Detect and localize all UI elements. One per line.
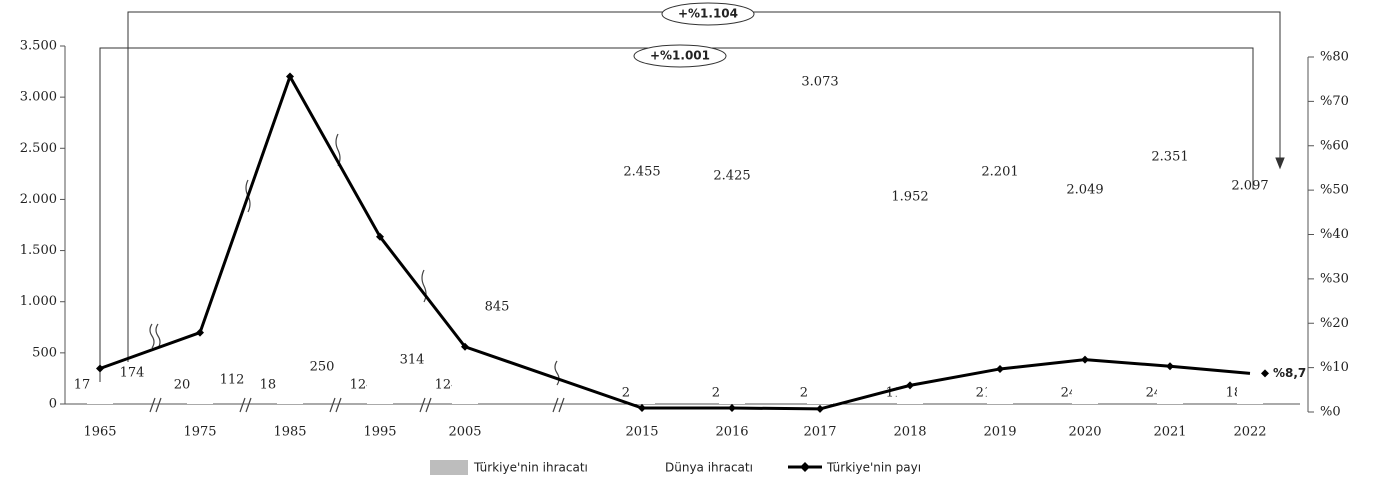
y2-tick-label: %0: [1320, 405, 1341, 420]
y-tick-label: 2.000: [20, 192, 57, 207]
x-break: [149, 397, 565, 413]
legend-swatch: [800, 462, 810, 472]
share-marker: [96, 364, 104, 373]
y-tick-label: 3.500: [20, 39, 57, 54]
legend-swatch: [430, 460, 468, 475]
y-tick-label: 3.000: [20, 90, 57, 105]
bar: [1072, 194, 1098, 404]
annotation-bubble: [661, 2, 755, 26]
share-marker: [196, 328, 204, 337]
data-label: 2.425: [713, 169, 750, 184]
x-tick-label: 1975: [183, 425, 216, 440]
bar: [367, 371, 393, 404]
annotation: +%1.001: [650, 49, 710, 63]
y2-tick-label: %40: [1320, 227, 1349, 242]
data-label: 2.049: [1066, 183, 1103, 198]
arrow-head: [1275, 157, 1285, 170]
line-break: [149, 133, 560, 386]
x-tick-label: 2020: [1068, 425, 1101, 440]
data-label: 17: [74, 378, 91, 393]
data-label: 2.351: [1151, 150, 1188, 165]
y2-tick-label: %30: [1320, 271, 1349, 286]
share-marker: [376, 232, 384, 241]
y-tick-label: 2.500: [20, 141, 57, 156]
x-tick-label: 2019: [983, 425, 1016, 440]
y2-tick-label: %50: [1320, 183, 1349, 198]
share-marker: [1166, 362, 1174, 371]
bar: [897, 204, 923, 404]
y2-tick-label: %80: [1320, 50, 1349, 65]
x-tick-label: 2015: [625, 425, 658, 440]
y-tick-label: 1.000: [20, 294, 57, 309]
bar: [277, 378, 303, 404]
data-label: 250: [310, 360, 335, 375]
annotation-bubble: [633, 44, 727, 68]
share-marker: [461, 342, 469, 351]
x-tick-label: 2021: [1153, 425, 1186, 440]
x-tick-label: 1965: [83, 425, 116, 440]
x-tick-label: 2022: [1233, 425, 1266, 440]
data-label: 2.097: [1231, 179, 1268, 194]
bar: [87, 386, 113, 404]
share-marker: [728, 404, 736, 413]
share-marker: [638, 404, 646, 413]
share-marker: [906, 381, 914, 390]
y2-tick-label: %60: [1320, 138, 1349, 153]
data-label: 112: [220, 373, 245, 388]
x-tick-label: 2016: [715, 425, 748, 440]
data-label: 20: [174, 378, 191, 393]
y-tick-label: 0: [49, 397, 57, 412]
data-label: 2.201: [981, 165, 1018, 180]
share-marker: [1261, 369, 1269, 378]
annotation: +%1.104: [678, 7, 738, 21]
y2-tick-label: %20: [1320, 316, 1349, 331]
data-label: 2.455: [623, 165, 660, 180]
data-label: 174: [120, 366, 145, 381]
x-tick-label: 2005: [448, 425, 481, 440]
x-tick-label: 2017: [803, 425, 836, 440]
y-tick-label: 1.500: [20, 243, 57, 258]
share-marker: [996, 364, 1004, 373]
x-tick-label: 2018: [893, 425, 926, 440]
y-tick-label: 500: [32, 345, 57, 360]
bar: [187, 392, 213, 404]
legend-label: Türkiye'nin payı: [826, 461, 921, 475]
share-marker: [816, 404, 824, 413]
data-label: 3.073: [801, 75, 838, 90]
y2-tick-label: %70: [1320, 94, 1349, 109]
share-marker: [286, 72, 294, 81]
x-tick-label: 1985: [273, 425, 306, 440]
data-label: 845: [485, 300, 510, 315]
data-label: 314: [400, 353, 425, 368]
data-label: 1.952: [891, 190, 928, 205]
share-marker: [1081, 355, 1089, 364]
legend-label: Dünya ihracatı: [665, 461, 753, 475]
y2-tick-label: %10: [1320, 360, 1349, 375]
bar: [1237, 189, 1263, 404]
legend: Türkiye'nin ihracatı Dünya ihracatı Türk…: [430, 460, 921, 475]
legend-label: Türkiye'nin ihracatı: [473, 461, 588, 475]
bar: [452, 317, 478, 404]
bar: [807, 89, 833, 405]
x-tick-label: 1995: [363, 425, 396, 440]
bar: [629, 152, 655, 404]
data-label: %8,7: [1273, 366, 1306, 380]
bar: [719, 155, 745, 404]
axis-breaks: [149, 133, 565, 413]
